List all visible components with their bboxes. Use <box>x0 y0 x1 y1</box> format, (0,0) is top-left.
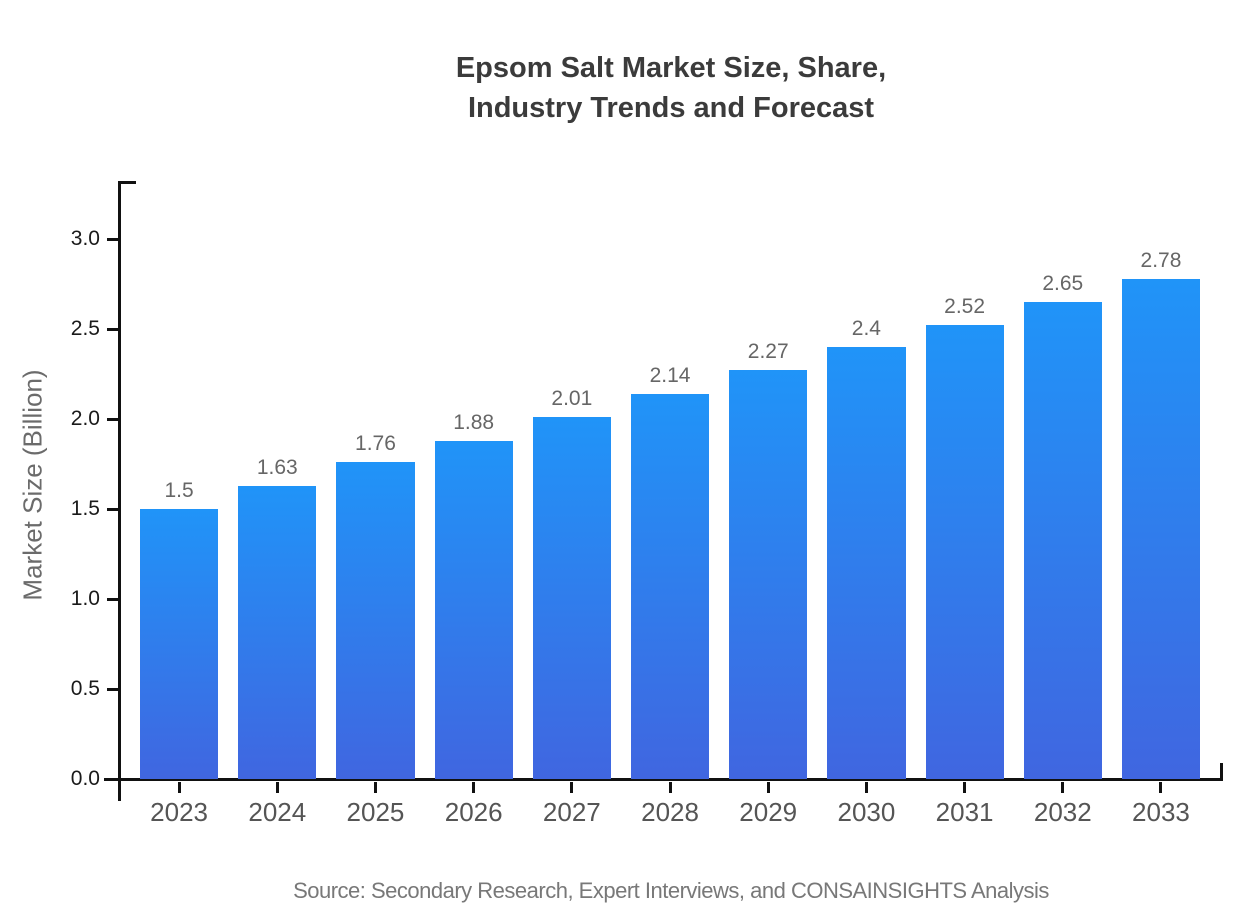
x-tick-mark <box>963 782 967 793</box>
bar-column-2027: 2.01 2027 <box>532 181 611 825</box>
x-tick-mark <box>275 782 279 793</box>
bar-column-2031: 2.52 2031 <box>925 181 1004 825</box>
bar-value-label: 2.65 <box>1042 272 1084 295</box>
bar-2027 <box>532 417 611 779</box>
x-axis-label: 2024 <box>248 797 307 827</box>
y-tick-mark <box>107 508 118 511</box>
bar-value-label: 2.52 <box>944 295 986 318</box>
y-tick-label: 0.0 <box>70 767 100 790</box>
y-tick-label: 2.5 <box>70 317 100 340</box>
x-axis-label: 2031 <box>935 797 994 827</box>
x-axis-label: 2025 <box>346 797 405 827</box>
x-axis-label: 2023 <box>150 797 209 827</box>
bar-column-2024: 1.63 2024 <box>238 181 317 825</box>
bar-2025 <box>336 462 415 779</box>
bar-column-2023: 1.5 2023 <box>140 181 219 825</box>
bar-value-label: 1.5 <box>164 479 194 502</box>
x-tick-mark <box>177 782 181 793</box>
bar-2023 <box>140 509 219 779</box>
x-tick-mark <box>1159 782 1163 793</box>
y-tick-mark <box>107 328 118 331</box>
bar-value-label: 1.76 <box>355 432 396 455</box>
x-tick-mark <box>1061 782 1065 793</box>
plot-area: 1.5 2023 1.63 2024 1.76 2025 1.88 2026 2.01 2027 2… <box>120 181 1222 825</box>
x-axis-label: 2032 <box>1033 797 1092 827</box>
y-tick-label: 3.0 <box>70 227 100 250</box>
y-tick-mark <box>107 778 118 781</box>
x-tick-mark <box>570 782 574 793</box>
y-tick-label: 1.5 <box>70 497 100 520</box>
bar-column-2030: 2.4 2030 <box>827 181 906 825</box>
y-tick-label: 2.0 <box>70 407 100 430</box>
chart-title: Epsom Salt Market Size, Share, Industry … <box>120 48 1222 128</box>
chart-title-line2: Industry Trends and Forecast <box>467 92 875 124</box>
bar-column-2025: 1.76 2025 <box>336 181 415 825</box>
x-tick-mark <box>766 782 770 793</box>
y-axis-top-cap <box>118 181 136 184</box>
bar-value-label: 2.27 <box>747 340 789 363</box>
bar-2026 <box>434 441 513 779</box>
bar-value-label: 2.01 <box>551 387 593 410</box>
bar-column-2033: 2.78 2033 <box>1121 181 1201 825</box>
bar-column-2028: 2.14 2028 <box>630 181 710 825</box>
x-axis-label: 2027 <box>542 797 601 827</box>
x-tick-mark <box>373 782 377 793</box>
bar-value-label: 2.78 <box>1140 249 1182 272</box>
x-axis-label: 2026 <box>444 797 503 827</box>
chart-title-line1: Epsom Salt Market Size, Share, <box>455 52 887 84</box>
bar-2028 <box>630 394 710 779</box>
y-axis-title: Market Size (Billion) <box>17 369 48 601</box>
x-axis-label: 2030 <box>837 797 896 827</box>
bar-2030 <box>827 347 906 779</box>
y-tick-mark <box>107 418 118 421</box>
bar-2024 <box>238 486 317 779</box>
bar-column-2032: 2.65 2032 <box>1023 181 1102 825</box>
y-tick-mark <box>107 598 118 601</box>
bar-2032 <box>1023 302 1102 779</box>
x-tick-mark <box>472 782 476 793</box>
y-tick-mark <box>107 688 118 691</box>
bar-column-2029: 2.27 2029 <box>729 181 808 825</box>
bar-2029 <box>729 370 808 779</box>
bar-value-label: 2.14 <box>649 364 691 387</box>
x-axis-label: 2033 <box>1132 797 1190 827</box>
bar-2033 <box>1121 279 1201 779</box>
bar-2031 <box>925 325 1004 779</box>
y-axis-line <box>118 181 121 801</box>
x-axis-line <box>104 778 1223 781</box>
source-note: Source: Secondary Research, Expert Inter… <box>293 878 1049 903</box>
y-tick-label: 1.0 <box>70 587 100 610</box>
bar-value-label: 1.63 <box>256 456 298 479</box>
x-tick-mark <box>668 782 672 793</box>
x-axis-label: 2029 <box>739 797 798 827</box>
x-axis-label: 2028 <box>641 797 699 827</box>
bar-column-2026: 1.88 2026 <box>434 181 513 825</box>
bar-value-label: 1.88 <box>453 411 495 434</box>
bar-value-label: 2.4 <box>851 317 881 340</box>
y-tick-label: 0.5 <box>70 677 100 700</box>
x-axis-right-cap <box>1220 763 1223 781</box>
y-tick-mark <box>107 238 118 241</box>
x-tick-mark <box>864 782 868 793</box>
